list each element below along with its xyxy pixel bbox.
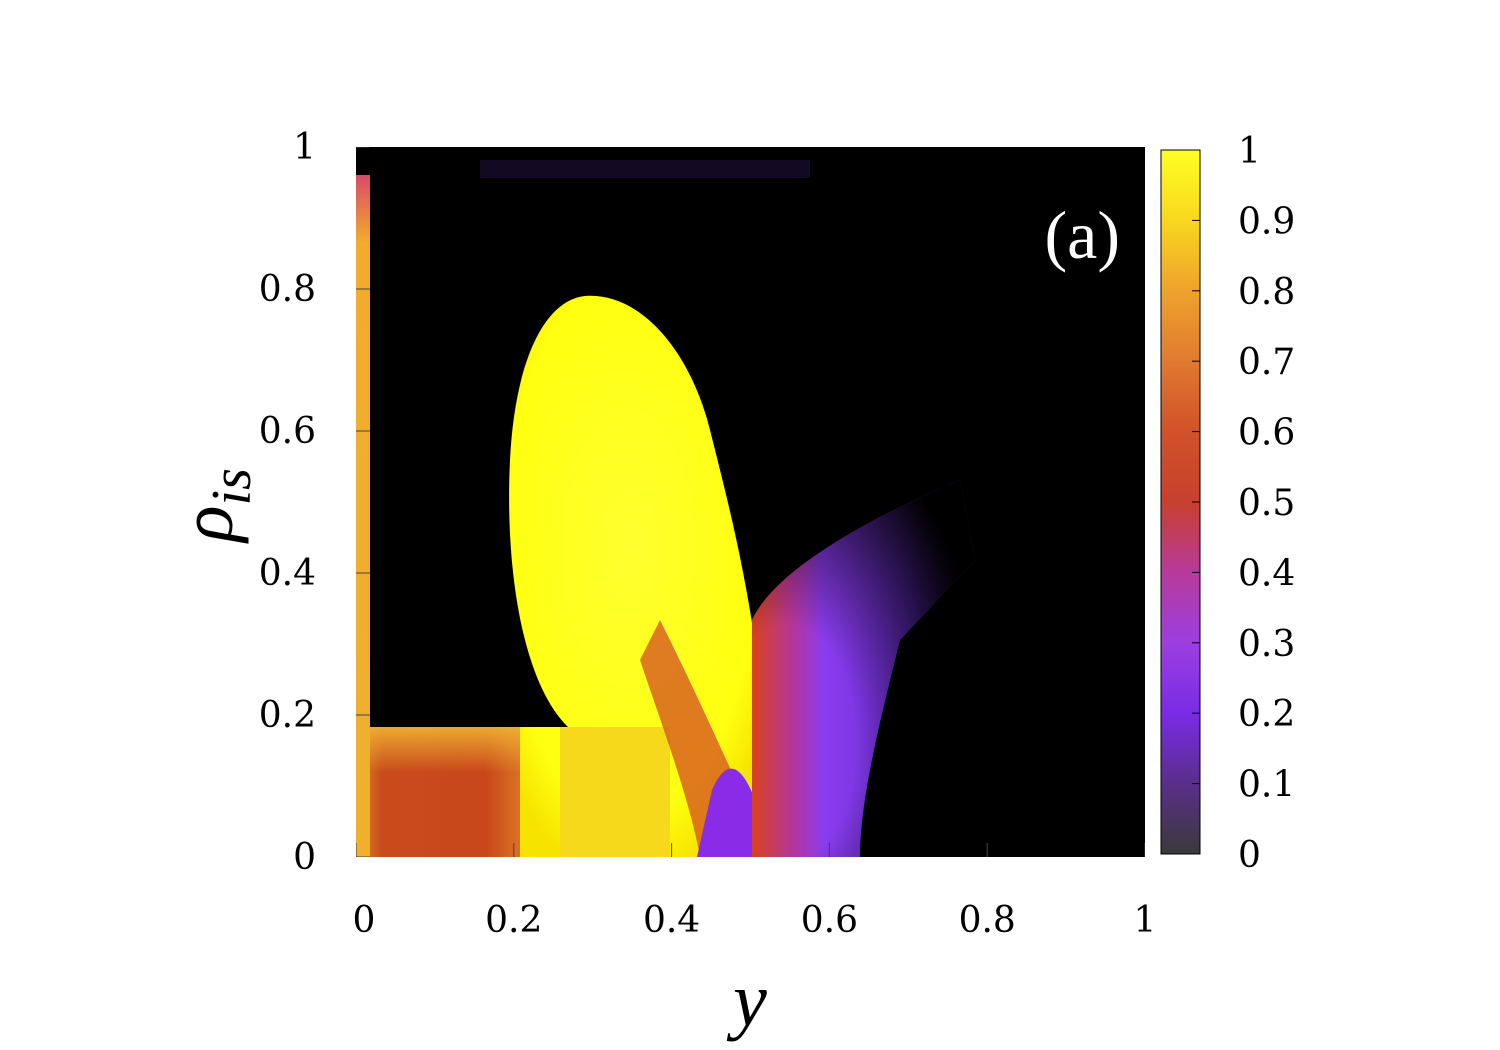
x-axis-tick-labels: 0 0.2 0.4 0.6 0.8 1 xyxy=(353,900,1157,941)
y-tick-label: 0.8 xyxy=(259,269,316,310)
x-tick-marks xyxy=(356,843,1145,857)
y-axis-title-main: ρ xyxy=(165,505,249,543)
colorbar-tick-labels: 0 0.1 0.2 0.3 0.4 0.5 0.6 0.7 0.8 0.9 1 xyxy=(1238,131,1295,876)
svg-text:ρis: ρis xyxy=(165,468,263,544)
colorbar-tick-label: 0.2 xyxy=(1238,694,1295,735)
heat-region-purple-wedge xyxy=(697,768,768,857)
x-axis-title: y xyxy=(726,958,767,1042)
colorbar-tick-label: 0.7 xyxy=(1238,342,1295,383)
colorbar-tick-label: 0 xyxy=(1238,835,1261,876)
x-tick-label: 1 xyxy=(1134,900,1157,941)
colorbar-tick-label: 0.9 xyxy=(1238,201,1295,242)
heat-region-yellow-lobe xyxy=(509,295,775,857)
x-tick-label: 0.4 xyxy=(643,900,700,941)
plot-area xyxy=(356,147,1145,857)
colorbar-tick-label: 0.8 xyxy=(1238,272,1295,313)
heat-region-plume-fade xyxy=(752,480,975,857)
x-tick-label: 0.8 xyxy=(959,900,1016,941)
colorbar-tick-label: 0.4 xyxy=(1238,553,1295,594)
colorbar-tick-marks xyxy=(1192,149,1200,855)
colorbar-tick-label: 0.6 xyxy=(1238,413,1295,454)
x-tick-label: 0.6 xyxy=(801,900,858,941)
x-tick-label: 0.2 xyxy=(485,900,542,941)
y-axis-tick-labels: 0 0.2 0.4 0.6 0.8 1 xyxy=(259,127,316,878)
y-axis-title-subscript: is xyxy=(201,468,263,505)
heat-region-top-trace xyxy=(480,160,810,178)
y-tick-label: 1 xyxy=(293,127,316,168)
y-tick-label: 0.6 xyxy=(259,411,316,452)
panel-label: (a) xyxy=(1045,197,1120,273)
y-axis-title: ρis xyxy=(165,468,263,544)
y-tick-label: 0 xyxy=(293,837,316,878)
x-tick-label: 0 xyxy=(353,900,376,941)
heat-region-left-strip xyxy=(356,175,370,857)
colorbar: 0 0.1 0.2 0.3 0.4 0.5 0.6 0.7 0.8 0.9 1 xyxy=(1160,131,1295,876)
colorbar-tick-label: 1 xyxy=(1238,131,1261,172)
colorbar-tick-label: 0.5 xyxy=(1238,483,1295,524)
colorbar-tick-label: 0.3 xyxy=(1238,624,1295,665)
colorbar-tick-label: 0.1 xyxy=(1238,765,1295,806)
heat-region-lobe-base xyxy=(560,727,670,857)
y-tick-label: 0.2 xyxy=(259,695,316,736)
y-tick-marks xyxy=(356,147,370,857)
y-tick-label: 0.4 xyxy=(259,553,316,594)
